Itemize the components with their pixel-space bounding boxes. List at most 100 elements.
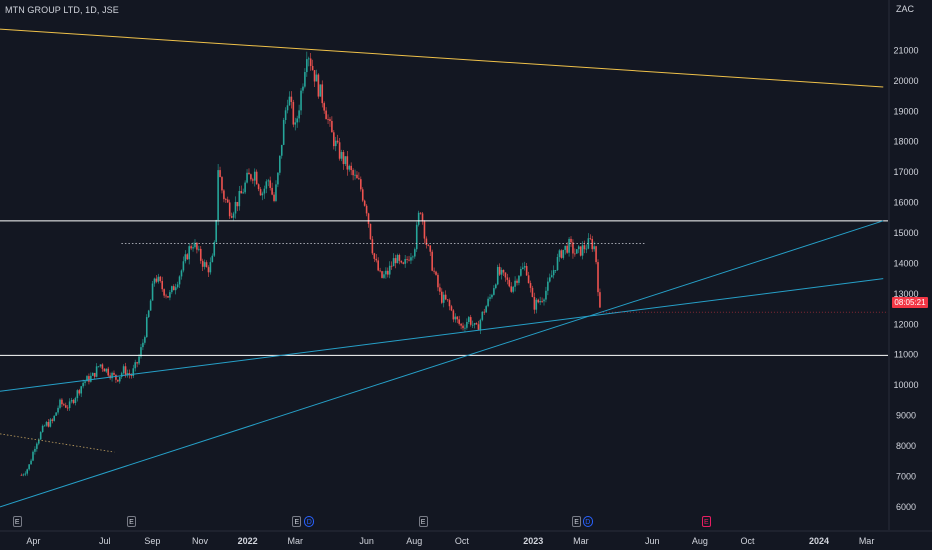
candle	[63, 402, 65, 407]
candle	[327, 114, 329, 124]
candle	[437, 272, 439, 292]
dividend-marker[interactable]: D	[582, 516, 593, 527]
candle	[265, 179, 268, 194]
earnings-marker[interactable]: E	[12, 516, 22, 527]
earnings-marker[interactable]: E	[572, 516, 582, 527]
x-tick-label: Mar	[287, 536, 303, 546]
candles	[20, 51, 601, 477]
candle	[408, 255, 410, 262]
candle	[238, 185, 241, 211]
candle	[78, 388, 81, 396]
candle	[414, 247, 416, 259]
candle	[456, 316, 459, 324]
candle	[375, 253, 378, 263]
candle	[510, 282, 513, 293]
candle	[498, 263, 501, 277]
candle	[275, 180, 277, 203]
candle	[199, 246, 202, 264]
candle	[496, 264, 499, 286]
candle	[458, 315, 460, 326]
y-tick-label: 7000	[896, 471, 916, 481]
candle	[43, 424, 46, 427]
y-tick-label: 12000	[893, 319, 918, 329]
candle	[84, 380, 86, 386]
candle	[49, 417, 52, 428]
candle	[153, 277, 156, 287]
y-tick-label: 19000	[893, 106, 918, 116]
candle	[541, 297, 543, 303]
candle	[460, 323, 462, 330]
candle	[367, 212, 370, 228]
candle	[406, 256, 408, 264]
y-tick-label: 15000	[893, 228, 918, 238]
candle	[525, 262, 528, 277]
candle	[296, 115, 298, 128]
candle	[103, 368, 106, 372]
candle	[196, 242, 198, 254]
candle	[419, 212, 422, 215]
candle	[188, 243, 190, 265]
candle	[307, 56, 310, 67]
x-tick-label: Mar	[859, 536, 875, 546]
candle	[514, 276, 516, 292]
candle	[180, 269, 183, 280]
candle	[433, 267, 435, 274]
candle	[575, 249, 578, 254]
candle	[371, 236, 374, 256]
candle	[589, 234, 592, 241]
candle	[381, 270, 383, 279]
candle	[423, 220, 426, 244]
candle	[159, 275, 162, 283]
candle	[236, 201, 239, 212]
candle	[379, 267, 381, 273]
candle	[427, 243, 430, 247]
candle	[338, 137, 341, 161]
candle	[466, 318, 468, 330]
earnings-marker[interactable]: E	[418, 516, 428, 527]
candle	[240, 185, 243, 194]
candle	[502, 269, 505, 277]
candle	[93, 372, 96, 379]
candle	[554, 270, 557, 274]
candle	[535, 297, 538, 314]
candle	[211, 253, 214, 263]
candle	[518, 275, 520, 286]
candle	[267, 178, 270, 187]
candle	[151, 281, 154, 301]
earnings-marker[interactable]: E	[701, 516, 711, 527]
earnings-marker[interactable]: E	[126, 516, 136, 527]
candle	[246, 169, 248, 184]
candle	[32, 450, 34, 462]
candle	[255, 169, 258, 185]
candle	[562, 249, 565, 260]
candle	[587, 233, 590, 250]
candle	[257, 183, 260, 192]
candle	[325, 107, 327, 120]
candle	[250, 173, 252, 182]
candle	[491, 293, 493, 300]
x-tick-label: Mar	[573, 536, 589, 546]
candle	[165, 293, 167, 299]
candle	[342, 150, 345, 170]
candle	[477, 320, 480, 330]
candle	[155, 274, 158, 284]
candle	[230, 212, 233, 219]
candle	[373, 252, 376, 262]
candle	[493, 285, 495, 296]
candle	[37, 438, 40, 446]
dividend-marker[interactable]: D	[304, 516, 315, 527]
earnings-marker[interactable]: E	[292, 516, 302, 527]
candle	[304, 68, 306, 89]
candle	[118, 376, 121, 384]
candle	[134, 359, 136, 372]
candle	[363, 199, 366, 207]
candle	[483, 308, 486, 315]
candle	[225, 197, 227, 203]
x-tick-label: 2024	[809, 536, 829, 546]
candle	[61, 398, 63, 408]
candle	[228, 199, 231, 219]
candle	[533, 292, 536, 314]
candle	[527, 271, 530, 284]
